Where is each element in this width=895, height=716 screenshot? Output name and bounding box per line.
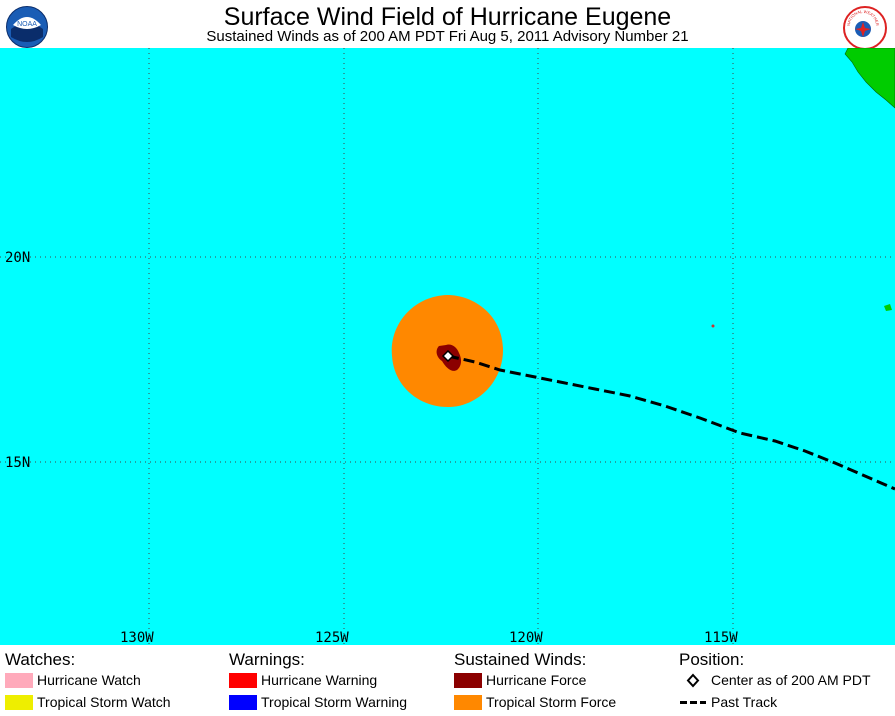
tropical-storm-watch-label: Tropical Storm Watch: [37, 694, 171, 710]
hurricane-watch-label: Hurricane Watch: [37, 672, 141, 688]
legend-tropical-storm-watch: Tropical Storm Watch: [5, 694, 171, 710]
legend-hurricane-force: Hurricane Force: [454, 672, 586, 688]
hurricane-force-swatch: [454, 673, 482, 688]
hurricane-force-label: Hurricane Force: [486, 672, 587, 688]
wind-field-map: 20N 15N 130W 125W 120W 115W: [0, 48, 895, 645]
lon-label-125w: 125W: [315, 630, 349, 645]
hurricane-warning-swatch: [229, 673, 257, 688]
center-diamond-icon: [686, 673, 700, 688]
lon-label-120w: 120W: [509, 630, 543, 645]
tropical-storm-watch-swatch: [5, 695, 33, 710]
past-track-label: Past Track: [711, 694, 778, 710]
tropical-storm-warning-swatch: [229, 695, 257, 710]
legend-tropical-storm-warning: Tropical Storm Warning: [229, 694, 407, 710]
legend-center-position: Center as of 200 AM PDT: [679, 672, 871, 688]
lat-label-15n: 15N: [5, 455, 30, 471]
grid-lines: [0, 48, 895, 645]
center-position-label: Center as of 200 AM PDT: [711, 672, 871, 688]
noaa-logo-graphic: NOAA: [8, 8, 46, 46]
hurricane-warning-label: Hurricane Warning: [261, 672, 378, 688]
hurricane-watch-swatch: [5, 673, 33, 688]
nws-logo-icon: NATIONAL WEATHER SERVICE: [843, 6, 887, 50]
land-baja-california: [844, 48, 895, 109]
lon-label-115w: 115W: [704, 630, 738, 645]
noaa-logo-text: NOAA: [17, 21, 37, 28]
lon-label-130w: 130W: [120, 630, 154, 645]
legend-past-track: Past Track: [679, 694, 777, 710]
legend-warnings-heading: Warnings:: [229, 650, 305, 669]
noaa-logo-icon: NOAA: [6, 6, 48, 48]
map-header: NOAA Surface Wind Field of Hurricane Eug…: [0, 0, 895, 50]
map-subtitle: Sustained Winds as of 200 AM PDT Fri Aug…: [206, 28, 689, 45]
legend-hurricane-watch: Hurricane Watch: [5, 672, 141, 688]
past-track-dash-icon: [680, 701, 706, 704]
legend-sustained-winds-heading: Sustained Winds:: [454, 650, 587, 669]
legend-watches-heading: Watches:: [5, 650, 76, 669]
island-clarion: [711, 324, 715, 328]
island-socorro: [884, 304, 892, 311]
legend-hurricane-warning: Hurricane Warning: [229, 672, 377, 688]
tropical-storm-force-swatch: [454, 695, 482, 710]
map-legend: Watches: Hurricane Watch Tropical Storm …: [0, 645, 895, 716]
legend-tropical-storm-force: Tropical Storm Force: [454, 694, 616, 710]
legend-position-heading: Position:: [679, 650, 745, 669]
past-track-line: [447, 354, 895, 491]
lat-label-20n: 20N: [5, 250, 30, 266]
tropical-storm-force-label: Tropical Storm Force: [486, 694, 617, 710]
nws-logo-graphic: NATIONAL WEATHER SERVICE: [845, 8, 880, 37]
map-title: Surface Wind Field of Hurricane Eugene: [223, 3, 672, 31]
storm-center-icon: [441, 349, 455, 363]
tropical-storm-warning-label: Tropical Storm Warning: [261, 694, 408, 710]
